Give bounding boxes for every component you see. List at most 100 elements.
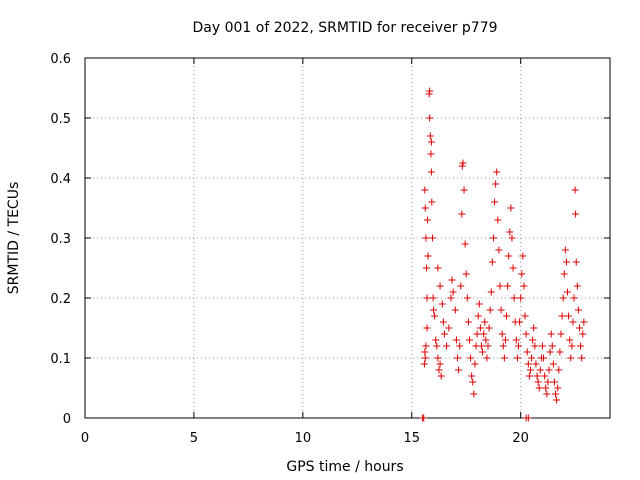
points-layer [419, 87, 588, 422]
data-point [430, 306, 438, 314]
data-point [524, 360, 532, 368]
data-point [530, 324, 538, 332]
x-axis-label: GPS time / hours [286, 459, 403, 475]
data-point [523, 348, 531, 356]
data-point [553, 396, 561, 404]
data-point [565, 312, 573, 320]
data-point [447, 294, 455, 302]
data-point [428, 198, 436, 206]
data-point [496, 282, 504, 290]
data-point [518, 270, 526, 278]
data-point [567, 354, 575, 362]
data-point [424, 252, 432, 260]
data-point [439, 318, 447, 326]
data-point [473, 330, 481, 338]
data-point [488, 258, 496, 266]
data-point [554, 384, 562, 392]
y-tick-label: 0 [63, 412, 71, 427]
data-point [580, 318, 588, 326]
data-point [470, 390, 478, 398]
x-tick-label: 10 [295, 431, 312, 446]
data-point [433, 342, 441, 350]
data-point [459, 159, 467, 167]
data-point [422, 234, 430, 242]
data-point [562, 258, 570, 266]
data-point [455, 366, 463, 374]
data-point [513, 354, 521, 362]
data-point [432, 336, 440, 344]
data-point [543, 390, 551, 398]
data-point [561, 246, 569, 254]
data-point [426, 87, 434, 95]
data-point [571, 186, 579, 194]
data-point [436, 282, 444, 290]
data-point [479, 348, 487, 356]
data-point [464, 318, 472, 326]
data-point [467, 354, 475, 362]
data-point [528, 354, 536, 362]
data-point [493, 168, 501, 176]
data-point [550, 378, 558, 386]
data-point [437, 372, 445, 380]
data-point [427, 138, 435, 146]
data-point [427, 168, 435, 176]
data-point [485, 324, 493, 332]
data-point [423, 324, 431, 332]
data-point [525, 372, 533, 380]
data-point [489, 234, 497, 242]
data-point [536, 366, 544, 374]
data-point [555, 366, 563, 374]
data-point [423, 264, 431, 272]
data-point [569, 318, 577, 326]
data-point [435, 366, 443, 374]
data-point [481, 318, 489, 326]
y-axis-label: SRMTID / TECUs [6, 182, 22, 295]
data-point [451, 306, 459, 314]
data-point [499, 342, 507, 350]
x-tick-label: 0 [81, 431, 89, 446]
data-point [440, 330, 448, 338]
y-tick-label: 0.4 [50, 172, 71, 187]
data-point [494, 216, 502, 224]
data-point [487, 288, 495, 296]
data-point [423, 294, 431, 302]
data-point [421, 348, 429, 356]
data-point [427, 150, 435, 158]
data-point [482, 336, 490, 344]
data-point [535, 384, 543, 392]
data-point [423, 216, 431, 224]
data-point [504, 282, 512, 290]
data-point [532, 360, 540, 368]
data-point [515, 342, 523, 350]
data-point [449, 288, 457, 296]
data-point [429, 294, 437, 302]
data-point [495, 246, 503, 254]
data-point [471, 360, 479, 368]
data-point [434, 264, 442, 272]
data-point [572, 258, 580, 266]
data-point [426, 132, 434, 140]
data-point [558, 312, 566, 320]
data-point [474, 312, 482, 320]
data-point [484, 342, 492, 350]
data-point [556, 348, 564, 356]
data-point [522, 330, 530, 338]
data-point [557, 330, 565, 338]
data-point [497, 306, 505, 314]
data-point [545, 366, 553, 374]
data-point [521, 312, 529, 320]
data-point [506, 228, 514, 236]
data-point [508, 234, 516, 242]
data-point [477, 342, 485, 350]
chart-title: Day 001 of 2022, SRMTID for receiver p77… [192, 20, 497, 36]
data-point [577, 342, 585, 350]
data-point [420, 414, 428, 422]
data-point [476, 324, 484, 332]
x-tick-label: 15 [403, 431, 420, 446]
tick-layer: 0 0.1 0.2 0.3 0.4 0.5 0.6 0 5 10 15 20 [50, 52, 610, 446]
data-point [421, 204, 429, 212]
data-point [576, 324, 584, 332]
data-point [570, 294, 578, 302]
data-point [491, 198, 499, 206]
